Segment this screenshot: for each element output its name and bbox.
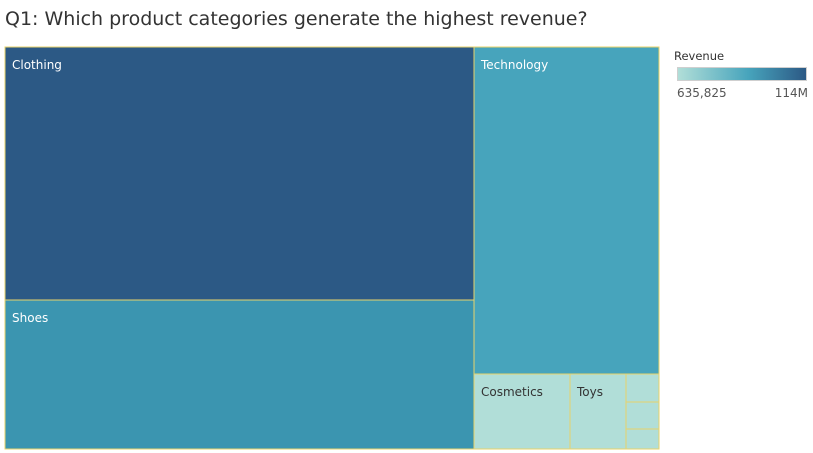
treemap-label-shoes: Shoes	[12, 311, 48, 325]
treemap-cell-unlabeled-7[interactable]	[625, 428, 660, 450]
legend-title: Revenue	[674, 49, 725, 63]
legend-color-ramp	[677, 67, 807, 81]
treemap-cell-unlabeled-5[interactable]	[625, 373, 660, 403]
treemap-label-cosmetics: Cosmetics	[481, 385, 543, 399]
legend-max-label: 114M	[774, 86, 808, 100]
treemap-cell-clothing[interactable]	[4, 46, 475, 301]
treemap-cell-unlabeled-6[interactable]	[625, 401, 660, 430]
treemap-cell-shoes[interactable]	[4, 299, 475, 450]
treemap-cell-toys[interactable]	[569, 373, 627, 450]
chart-title: Q1: Which product categories generate th…	[5, 8, 588, 30]
treemap-label-clothing: Clothing	[12, 58, 62, 72]
treemap-label-toys: Toys	[576, 385, 603, 399]
treemap-label-technology: Technology	[480, 58, 548, 72]
legend-min-label: 635,825	[677, 86, 727, 100]
treemap-cell-technology[interactable]	[473, 46, 660, 375]
